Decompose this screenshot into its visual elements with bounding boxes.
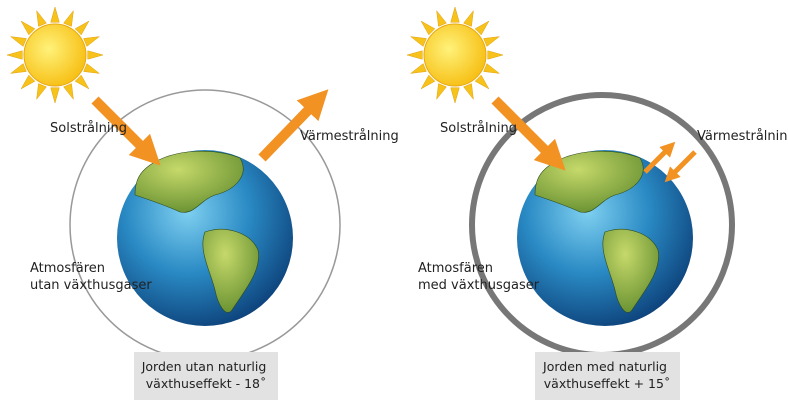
sun-ray (36, 9, 47, 27)
sun-ray (9, 36, 27, 47)
solar-label: Solstrålning (50, 121, 127, 136)
heat-arrow-out (643, 141, 676, 174)
panel-with-greenhouse: Solstrålning Värmestrålning Atmosfären m… (418, 92, 788, 400)
sun-ray (450, 6, 460, 23)
sun-ray (487, 50, 504, 60)
sun-ray (436, 9, 447, 27)
sun-ray (83, 63, 101, 74)
heat-label: Värmestrålning (300, 129, 399, 144)
sun-ray (409, 63, 427, 74)
caption-box (535, 352, 680, 400)
heat-label: Värmestrålning (697, 129, 788, 144)
sun-ray (83, 36, 101, 47)
caption-box (134, 352, 278, 400)
sun-ray (20, 20, 36, 36)
sun-ray (36, 83, 47, 101)
sun-disc (23, 23, 87, 87)
caption: Jorden med naturlig växthuseffekt + 15˚ (542, 359, 671, 391)
sun-ray (420, 20, 436, 36)
solar-arrow (91, 96, 161, 166)
sun-ray (20, 74, 36, 90)
sun (406, 6, 504, 104)
sun (6, 6, 104, 104)
earth (517, 150, 693, 326)
sun-disc (423, 23, 487, 87)
sun-ray (474, 74, 490, 90)
sun-ray (50, 6, 60, 23)
heat-arrow-back (664, 150, 697, 183)
sun-ray (474, 20, 490, 36)
heat-arrow (258, 89, 329, 162)
atmosphere-label: Atmosfären med växthusgaser (418, 261, 540, 293)
sun-ray (9, 63, 27, 74)
sun-ray (6, 50, 23, 60)
sun-ray (483, 36, 501, 47)
sun-ray (87, 50, 104, 60)
sun-ray (406, 50, 423, 60)
solar-arrow (491, 96, 566, 171)
sun-ray (436, 83, 447, 101)
sun-ray (409, 36, 427, 47)
sun-ray (420, 74, 436, 90)
sun-ray (74, 20, 90, 36)
sun-ray (74, 74, 90, 90)
atmosphere-label: Atmosfären utan växthusgaser (30, 261, 152, 293)
sun-ray (463, 83, 474, 101)
sun-ray (450, 87, 460, 104)
sun-ray (63, 83, 74, 101)
suns (6, 6, 504, 104)
panel-without-greenhouse: Solstrålning Värmestrålning Atmosfären u… (30, 89, 399, 400)
earth (117, 150, 293, 326)
sun-ray (50, 87, 60, 104)
solar-label: Solstrålning (440, 121, 517, 136)
sun-ray (463, 9, 474, 27)
caption: Jorden utan naturlig växthuseffekt - 18˚ (141, 359, 271, 391)
sun-ray (63, 9, 74, 27)
sun-ray (483, 63, 501, 74)
